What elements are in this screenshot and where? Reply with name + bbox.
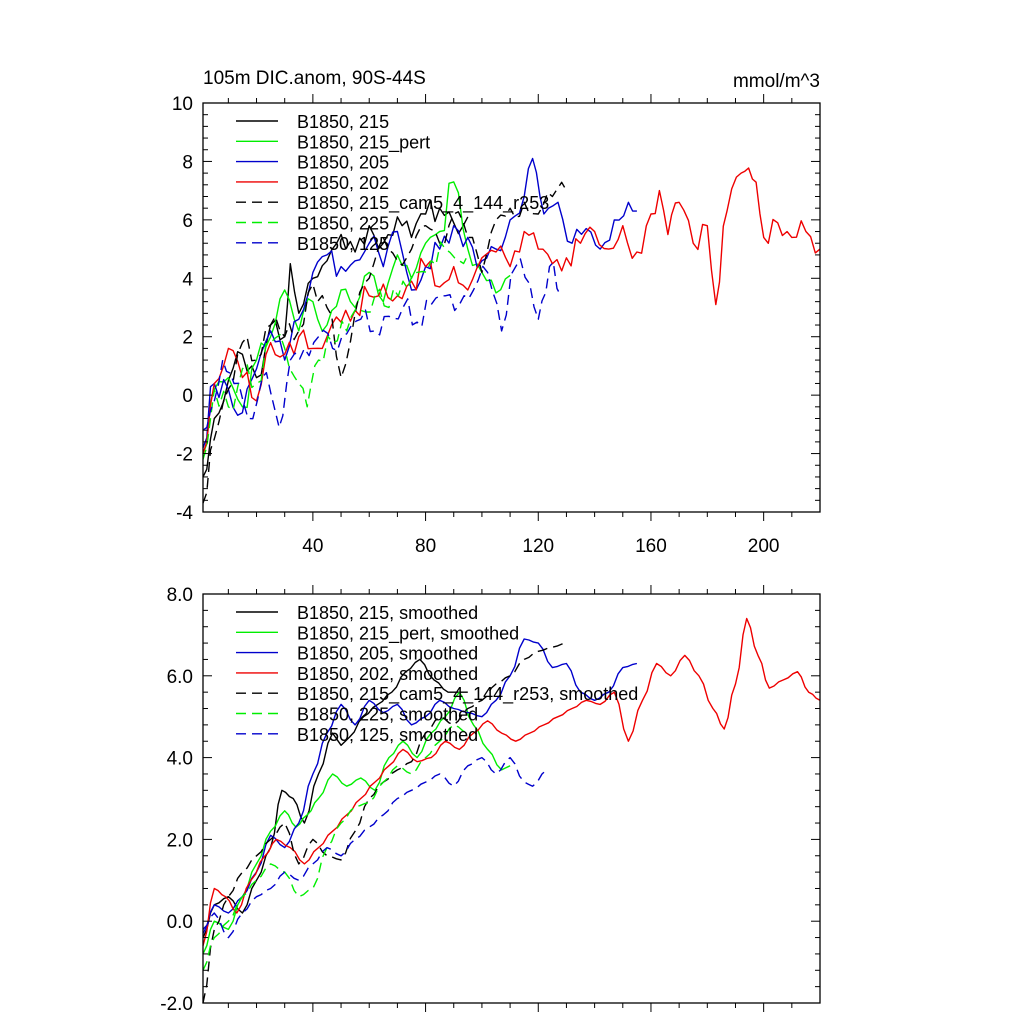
top-panel: 105m DIC.anom, 90S-44S mmol/m^3 -4 -2 0 2 4 6… bbox=[172, 68, 821, 557]
series-line-2 bbox=[202, 638, 638, 934]
legend-label-6: B1850, 125, smoothed bbox=[297, 725, 478, 745]
series-line-3 bbox=[202, 617, 821, 946]
bottom-panel-ticks: -2.0 0.0 2.0 4.0 6.0 8.0 bbox=[160, 585, 820, 1015]
x-tick-label: 80 bbox=[415, 536, 436, 557]
legend-label-2: B1850, 205, smoothed bbox=[297, 644, 478, 664]
legend-label-4: B1850, 215_cam5_4_144_r253, smoothed bbox=[297, 684, 638, 705]
series-line-5 bbox=[202, 724, 469, 971]
y-tick-label: 6.0 bbox=[167, 667, 193, 688]
legend-label-0: B1850, 215, smoothed bbox=[297, 603, 478, 623]
top-panel-ticks: -4 -2 0 2 4 6 8 10 40 80 120 160 200 bbox=[172, 94, 820, 557]
y-tick-label: 4.0 bbox=[167, 749, 193, 770]
x-tick-label: 120 bbox=[522, 536, 554, 557]
y-tick-label: -2.0 bbox=[160, 994, 193, 1015]
series-line-3 bbox=[202, 167, 821, 454]
y-tick-label: 2 bbox=[182, 328, 193, 349]
legend-label-3: B1850, 202, smoothed bbox=[297, 664, 478, 684]
legend-label-5: B1850, 225 bbox=[297, 214, 389, 234]
series-line-5 bbox=[202, 241, 469, 460]
series-line-1 bbox=[202, 691, 511, 955]
series-line-4 bbox=[202, 181, 568, 504]
top-panel-title: 105m DIC.anom, 90S-44S bbox=[203, 68, 426, 89]
y-tick-label: 8 bbox=[182, 152, 193, 173]
bottom-panel-frame bbox=[202, 593, 821, 1004]
legend-label-6: B1850, 125 bbox=[297, 234, 389, 254]
bottom-panel-series bbox=[202, 617, 821, 1004]
legend-label-5: B1850, 225, smoothed bbox=[297, 705, 478, 725]
top-panel-series bbox=[202, 157, 821, 504]
y-tick-label: 10 bbox=[172, 94, 193, 115]
legend-label-4: B1850, 215_cam5_4_144_r253 bbox=[297, 193, 549, 214]
x-tick-label: 200 bbox=[748, 536, 780, 557]
y-tick-label: 6 bbox=[182, 211, 193, 232]
bottom-panel: -2.0 0.0 2.0 4.0 6.0 8.0 B1850, 215, smoothed… bbox=[160, 585, 821, 1015]
legend-label-1: B1850, 215_pert, smoothed bbox=[297, 623, 519, 644]
series-line-0 bbox=[202, 199, 469, 478]
y-tick-label: -2 bbox=[176, 445, 193, 466]
x-tick-label: 40 bbox=[302, 536, 323, 557]
legend-label-0: B1850, 215 bbox=[297, 112, 389, 132]
series-line-6 bbox=[202, 258, 562, 431]
series-line-6 bbox=[202, 756, 548, 939]
legend-label-1: B1850, 215_pert bbox=[297, 132, 430, 153]
y-tick-label: 8.0 bbox=[167, 585, 193, 606]
series-line-0 bbox=[202, 658, 468, 938]
legend-label-2: B1850, 205 bbox=[297, 153, 389, 173]
y-tick-label: 2.0 bbox=[167, 830, 193, 851]
top-panel-frame bbox=[202, 102, 821, 513]
top-panel-units: mmol/m^3 bbox=[733, 71, 820, 92]
y-tick-label: -4 bbox=[176, 503, 193, 524]
series-line-1 bbox=[202, 181, 511, 454]
x-tick-label: 160 bbox=[635, 536, 667, 557]
y-tick-label: 0.0 bbox=[167, 912, 193, 933]
series-line-2 bbox=[202, 157, 637, 448]
y-tick-label: 0 bbox=[182, 386, 193, 407]
legend-label-3: B1850, 202 bbox=[297, 173, 389, 193]
y-tick-label: 4 bbox=[182, 269, 193, 290]
